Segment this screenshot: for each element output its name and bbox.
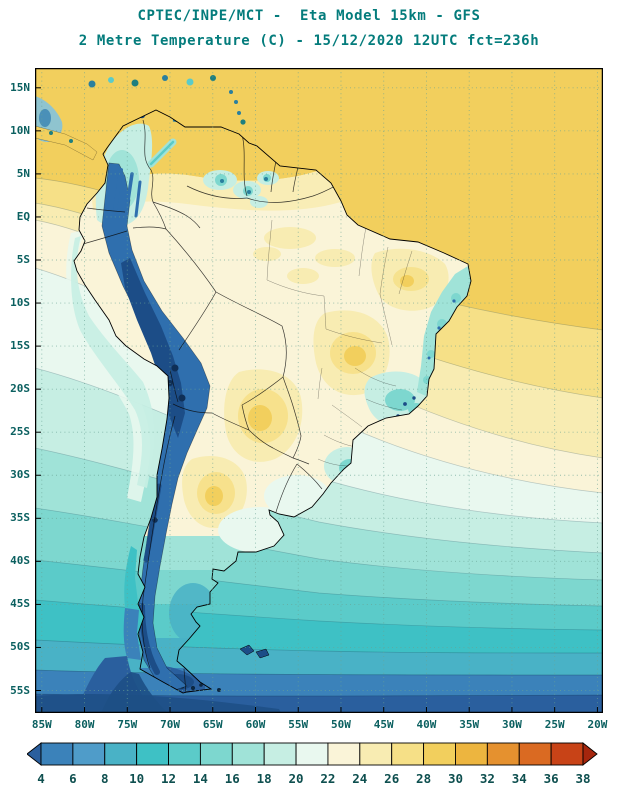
colorbar-tick-label: 20 bbox=[289, 771, 304, 786]
colorbar-scale: 4 6 8 10 12 14 16 18 20 22 24 26 28 30 32 34 36 38 bbox=[26, 742, 598, 786]
map-header: CPTEC/INPE/MCT - Eta Model 15km - GFS 2 … bbox=[0, 8, 618, 49]
colorbar-tick-label: 16 bbox=[225, 771, 240, 786]
lat-tick-label: 55S bbox=[10, 683, 30, 697]
lat-axis-labels: 15N 10N 5N EQ 5S 10S 15S 20S 25S 30S 35S 40S 45S 50S 5… bbox=[0, 68, 33, 713]
lon-tick-label: 85W bbox=[31, 718, 52, 731]
lon-tick-label: 70W bbox=[160, 718, 180, 731]
lat-tick-label: 5N bbox=[16, 166, 30, 180]
colorbar-segment bbox=[295, 742, 329, 766]
colorbar-tick-label: 36 bbox=[544, 771, 559, 786]
colorbar-segment bbox=[455, 742, 488, 766]
lat-tick-label: 30S bbox=[10, 468, 30, 482]
colorbar-segment bbox=[72, 742, 106, 766]
islands bbox=[34, 75, 270, 692]
colorbar-tick-label: 6 bbox=[69, 771, 77, 786]
colorbar-right-arrow bbox=[582, 742, 598, 766]
lon-tick-label: 65W bbox=[202, 718, 223, 731]
lat-tick-label: 10S bbox=[10, 296, 30, 310]
colorbar-segment bbox=[199, 742, 233, 766]
lon-axis-labels: 85W 80W 75W 70W 65W 60W 55W 50W 45W 40W 35W 30W 25W 2… bbox=[31, 716, 607, 732]
lat-tick-label: 35S bbox=[10, 511, 30, 525]
colorbar-segment bbox=[391, 742, 425, 766]
colorbar-segment bbox=[359, 742, 393, 766]
colorbar-tick-label: 12 bbox=[161, 771, 176, 786]
colorbar-segment bbox=[423, 742, 456, 766]
colorbar-segment bbox=[486, 742, 520, 766]
falkland-islands bbox=[239, 644, 255, 656]
colorbar-segment bbox=[168, 742, 201, 766]
colorbar-tick-label: 24 bbox=[352, 771, 367, 786]
lat-tick-label: 40S bbox=[10, 554, 30, 568]
lat-tick-label: EQ bbox=[16, 209, 30, 223]
lon-tick-label: 75W bbox=[117, 718, 138, 731]
lon-tick-label: 45W bbox=[373, 718, 394, 731]
lat-tick-label: 10N bbox=[10, 123, 30, 137]
lat-tick-label: 15N bbox=[10, 80, 30, 94]
lon-tick-label: 20W bbox=[587, 718, 608, 731]
country-borders bbox=[82, 119, 340, 693]
colorbar-segment bbox=[518, 742, 552, 766]
falkland-islands bbox=[255, 648, 270, 659]
lat-tick-label: 20S bbox=[10, 382, 30, 396]
colorbar-tick-label: 28 bbox=[416, 771, 431, 786]
colorbar-tick-label: 30 bbox=[448, 771, 463, 786]
colorbar-segment bbox=[136, 742, 169, 766]
colorbar-tick-label: 8 bbox=[101, 771, 109, 786]
lon-tick-label: 40W bbox=[416, 718, 437, 731]
colorbar-segment bbox=[40, 742, 74, 766]
map-area bbox=[34, 67, 604, 714]
lon-tick-label: 35W bbox=[459, 718, 480, 731]
colorbar-segment bbox=[263, 742, 297, 766]
coastline bbox=[73, 109, 472, 694]
lon-tick-label: 30W bbox=[502, 718, 522, 731]
colorbar-segment bbox=[104, 742, 138, 766]
colorbar-tick-label: 22 bbox=[320, 771, 335, 786]
lon-tick-label: 50W bbox=[331, 718, 351, 731]
map-title-line1: CPTEC/INPE/MCT - Eta Model 15km - GFS bbox=[137, 8, 481, 24]
colorbar-segment bbox=[327, 742, 361, 766]
lon-tick-label: 25W bbox=[544, 718, 565, 731]
colorbar-tick-label: 10 bbox=[129, 771, 144, 786]
colorbar-tick-label: 32 bbox=[480, 771, 495, 786]
colorbar-left-arrow bbox=[26, 742, 42, 766]
lat-tick-label: 5S bbox=[16, 253, 30, 266]
colorbar-tick-label: 26 bbox=[384, 771, 399, 786]
lat-tick-label: 45S bbox=[10, 597, 30, 611]
colorbar-tick-label: 34 bbox=[512, 771, 527, 786]
map-frame bbox=[34, 67, 604, 714]
lon-tick-label: 55W bbox=[288, 718, 309, 731]
temperature-field-map bbox=[34, 67, 604, 714]
colorbar: 4 6 8 10 12 14 16 18 20 22 24 26 28 30 32 34 36 38 bbox=[26, 741, 602, 793]
colorbar-tick-label: 38 bbox=[575, 771, 590, 786]
colorbar-tick-label: 4 bbox=[37, 771, 45, 786]
colorbar-tick-label: 14 bbox=[193, 771, 208, 786]
colorbar-segment bbox=[231, 742, 265, 766]
colorbar-tick-label: 18 bbox=[257, 771, 272, 786]
colorbar-segment bbox=[550, 742, 584, 766]
lat-tick-label: 25S bbox=[10, 425, 30, 439]
map-title-line2: 2 Metre Temperature (C) - 15/12/2020 12U… bbox=[78, 33, 540, 49]
lat-tick-label: 15S bbox=[10, 339, 30, 353]
lat-tick-label: 50S bbox=[10, 640, 30, 654]
lon-tick-label: 80W bbox=[74, 718, 95, 731]
lon-tick-label: 60W bbox=[245, 718, 266, 731]
